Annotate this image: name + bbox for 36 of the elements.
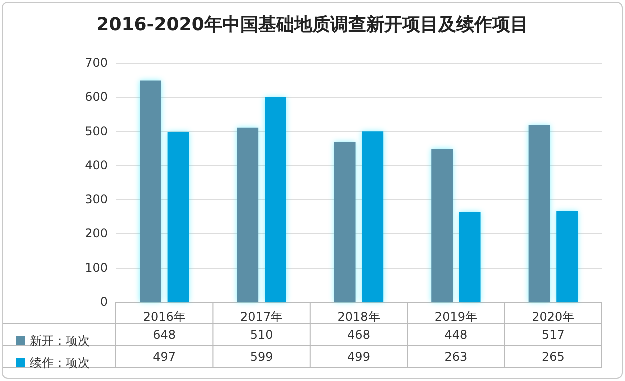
x-tick-label: 2019年: [434, 310, 478, 324]
bar: [432, 149, 453, 302]
x-tick-label: 2017年: [240, 310, 284, 324]
x-tick-label: 2020年: [532, 310, 575, 324]
y-tick-label: 0: [100, 295, 108, 309]
y-tick-label: 300: [85, 192, 108, 207]
data-label: 448: [444, 328, 468, 342]
data-label: 497: [153, 350, 176, 364]
data-label: 517: [542, 328, 565, 342]
data-label: 599: [250, 350, 274, 364]
y-tick-label: 400: [85, 158, 108, 172]
bar: [237, 128, 259, 302]
bar: [265, 97, 286, 302]
data-label: 648: [153, 328, 176, 342]
legend-label: 续作：项次: [30, 356, 90, 370]
bar: [528, 125, 550, 302]
data-label: 510: [250, 328, 274, 342]
y-tick-label: 600: [85, 90, 108, 104]
x-tick-label: 2018年: [338, 310, 380, 324]
data-label: 499: [348, 350, 370, 364]
bar: [334, 142, 356, 302]
bar: [459, 212, 481, 302]
y-tick-label: 200: [85, 226, 108, 241]
chart-title: 2016-2020年中国基础地质调查新开项目及续作项目: [96, 14, 528, 36]
bar: [362, 132, 384, 302]
y-tick-label: 500: [85, 124, 108, 138]
bar: [168, 132, 190, 302]
data-label: 468: [348, 328, 370, 342]
legend-label: 新开：项次: [30, 334, 90, 348]
y-tick-label: 700: [85, 56, 108, 70]
data-label: 265: [542, 350, 565, 364]
bar: [556, 212, 578, 302]
y-tick-label: 100: [85, 260, 108, 275]
x-tick-label: 2016年: [143, 310, 186, 324]
data-label: 263: [444, 350, 468, 364]
bar: [140, 80, 162, 302]
